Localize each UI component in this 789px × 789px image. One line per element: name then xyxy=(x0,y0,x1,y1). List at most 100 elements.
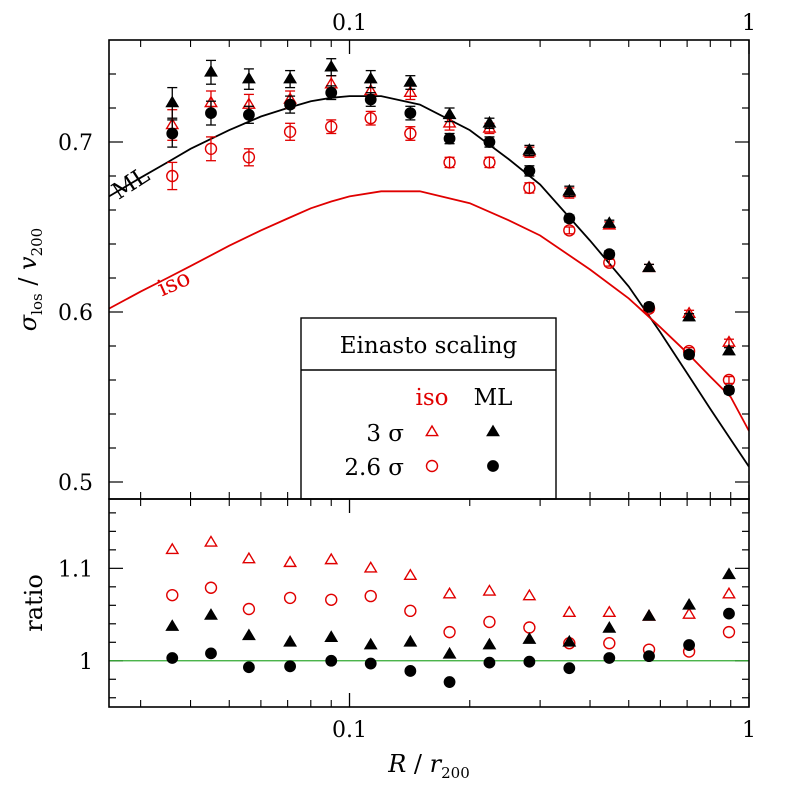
point-ml-2-6- xyxy=(523,164,536,177)
point-ml-3- xyxy=(363,71,378,84)
ratio-point-ml-3- xyxy=(482,637,497,650)
ratio-point-ml-3- xyxy=(642,609,656,621)
point-ml-3- xyxy=(522,143,537,155)
ratio-point-iso-2-6- xyxy=(166,588,179,602)
ratio-point-iso-2-6- xyxy=(523,621,536,634)
legend-marker-iso-3sigma xyxy=(425,424,439,437)
point-ml-2-6- xyxy=(603,248,616,261)
ratio-point-iso-3- xyxy=(324,552,339,565)
legend-title: Einasto scaling xyxy=(340,333,518,359)
ratio-point-ml-3- xyxy=(442,646,457,659)
ratio-point-ml-2-6- xyxy=(404,665,417,677)
ratio-y-tick-label: 1.1 xyxy=(58,557,93,582)
point-ml-3- xyxy=(204,64,218,77)
legend-row-3sigma: 3 σ xyxy=(366,421,404,447)
ratio-point-ml-2-6- xyxy=(523,655,536,668)
point-iso-2-6- xyxy=(404,127,417,140)
top-y-axis-label-part: / xyxy=(14,270,42,293)
ratio-y-tick-label: 1 xyxy=(79,650,93,675)
point-ml-2-6- xyxy=(166,127,179,140)
ratio-point-ml-3- xyxy=(602,621,617,633)
ratio-point-ml-3- xyxy=(722,567,736,580)
ratio-point-iso-2-6- xyxy=(603,637,616,650)
ratio-point-iso-2-6- xyxy=(722,625,736,639)
ratio-points xyxy=(165,535,736,688)
point-ml-3- xyxy=(642,260,656,273)
ratio-point-ml-2-6- xyxy=(325,654,338,667)
point-ml-2-6- xyxy=(325,86,338,99)
point-ml-2-6- xyxy=(683,348,695,361)
legend-row-26sigma: 2.6 σ xyxy=(344,455,404,481)
ratio-point-iso-3- xyxy=(522,588,537,601)
ratio-point-iso-3- xyxy=(682,607,697,619)
point-iso-2-6- xyxy=(483,156,496,169)
top-y-axis-label-part: v xyxy=(14,256,42,270)
point-iso-2-6- xyxy=(242,151,256,164)
ratio-point-ml-3- xyxy=(522,632,537,644)
ratio-point-ml-2-6- xyxy=(284,660,296,673)
point-iso-2-6- xyxy=(364,111,377,125)
ratio-point-iso-2-6- xyxy=(242,602,256,616)
point-ml-3- xyxy=(602,216,617,228)
point-ml-2-6- xyxy=(483,136,496,148)
ratio-point-iso-3- xyxy=(241,551,256,564)
ratio-point-ml-2-6- xyxy=(563,662,576,675)
x-axis-label-part: / xyxy=(406,750,429,778)
point-iso-2-6- xyxy=(325,120,338,133)
ratio-panel: 0.1 1 1 1.1 ratio R / r200 xyxy=(20,498,756,782)
ratio-x-tick-label: 1 xyxy=(742,718,756,743)
point-iso-2-6- xyxy=(523,181,536,195)
curve-ml xyxy=(109,95,749,468)
point-ml-2-6- xyxy=(364,93,377,106)
ratio-point-ml-2-6- xyxy=(483,656,496,669)
curve-label-ml: ML xyxy=(108,162,155,205)
ratio-point-ml-2-6- xyxy=(243,661,255,674)
ratio-point-iso-2-6- xyxy=(404,604,417,618)
top-panel: ML iso Einasto scaling iso ML 3 σ 2.6 σ 0.1 1 0.5… xyxy=(14,11,756,500)
ratio-y-axis-label: ratio xyxy=(20,574,48,632)
ratio-point-iso-3- xyxy=(562,605,577,618)
curve-iso xyxy=(109,190,749,432)
legend-box xyxy=(300,317,557,500)
top-x-tick-label: 0.1 xyxy=(332,11,367,36)
top-y-tick-label: 0.6 xyxy=(58,301,93,326)
ratio-point-iso-2-6- xyxy=(283,591,297,605)
point-ml-2-6- xyxy=(284,98,296,111)
point-iso-2-6- xyxy=(204,142,218,156)
top-y-axis-label-part: los xyxy=(28,293,46,315)
ratio-point-iso-2-6- xyxy=(204,581,218,594)
ratio-x-tick-label: 0.1 xyxy=(332,718,367,743)
point-ml-3- xyxy=(682,309,697,322)
point-ml-3- xyxy=(403,75,418,87)
point-ml-2-6- xyxy=(205,107,217,120)
point-iso-2-6- xyxy=(563,224,576,237)
ratio-point-iso-2-6- xyxy=(364,589,377,603)
ratio-point-iso-3- xyxy=(403,568,418,581)
ratio-point-iso-3- xyxy=(283,555,298,568)
ratio-point-ml-2-6- xyxy=(205,647,217,660)
point-iso-3- xyxy=(403,85,418,98)
x-axis-label-part: R xyxy=(387,750,406,778)
point-ml-2-6- xyxy=(563,212,576,225)
top-points xyxy=(165,58,736,397)
point-ml-2-6- xyxy=(243,108,255,121)
ratio-point-ml-3- xyxy=(204,608,218,620)
ratio-point-ml-2-6- xyxy=(443,676,456,688)
point-ml-3- xyxy=(324,59,339,72)
ratio-point-iso-3- xyxy=(602,605,617,618)
point-ml-3- xyxy=(442,107,457,120)
point-ml-3- xyxy=(722,343,736,356)
legend-marker-ml-3sigma xyxy=(486,424,500,437)
ratio-point-ml-2-6- xyxy=(364,657,377,670)
ratio-point-iso-3- xyxy=(165,542,180,555)
ratio-point-ml-3- xyxy=(241,628,256,641)
curve-label-iso: iso xyxy=(154,265,195,302)
ratio-point-ml-2-6- xyxy=(643,650,655,663)
ratio-point-ml-2-6- xyxy=(603,652,616,664)
ratio-point-ml-3- xyxy=(283,634,298,647)
point-ml-2-6- xyxy=(643,300,655,313)
ratio-point-iso-3- xyxy=(722,586,736,599)
point-ml-3- xyxy=(165,95,180,108)
point-iso-2-6- xyxy=(283,125,297,139)
